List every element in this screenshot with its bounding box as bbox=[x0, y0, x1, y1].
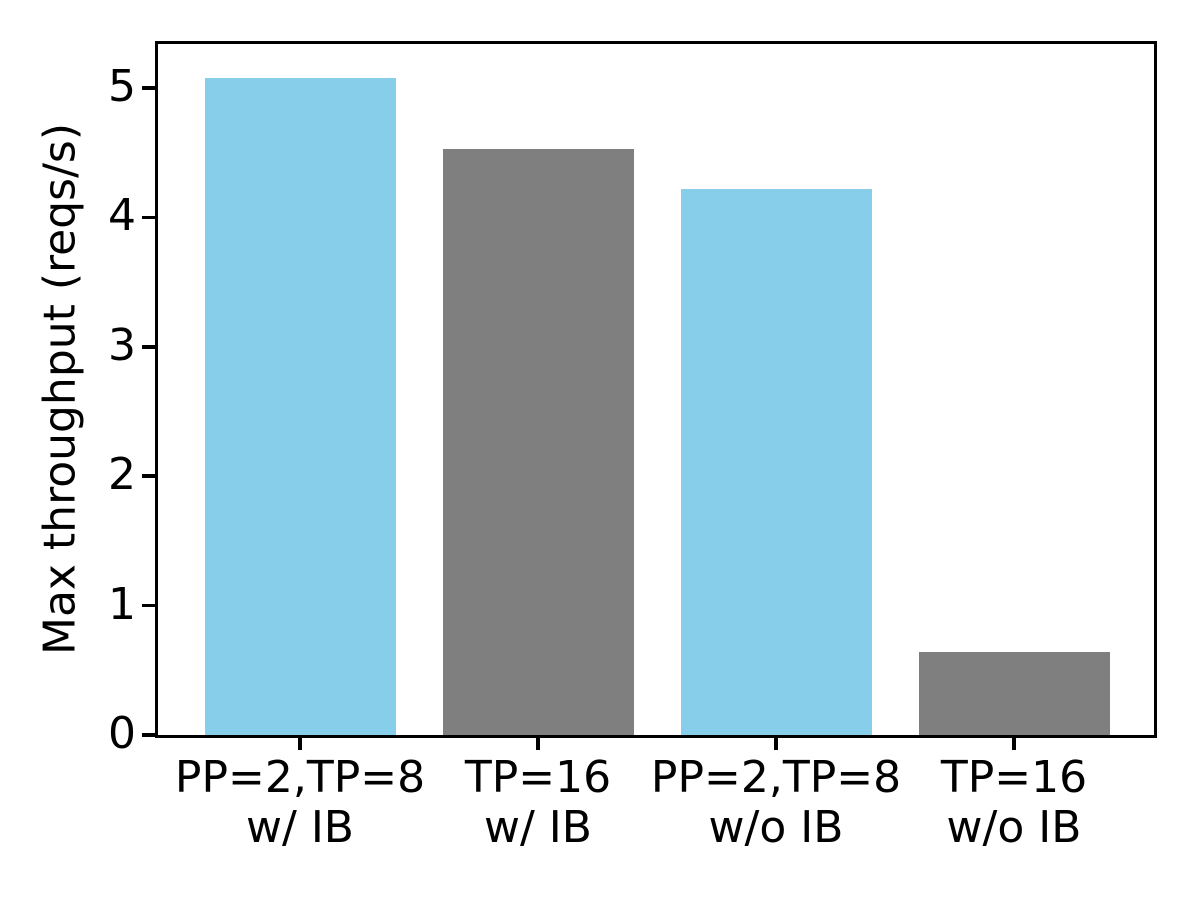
bar-2 bbox=[680, 188, 872, 735]
x-tick-label-line: w/ IB bbox=[246, 802, 354, 853]
y-tick-label: 2 bbox=[108, 449, 136, 501]
bar-3 bbox=[918, 652, 1110, 735]
x-tick-label-line: PP=2,TP=8 bbox=[650, 752, 902, 803]
x-tick-label: PP=2,TP=8 w/ IB bbox=[175, 753, 425, 853]
x-tick-label: TP=16 w/o IB bbox=[941, 753, 1087, 853]
bar-0 bbox=[204, 77, 396, 735]
y-tick-mark bbox=[142, 474, 157, 478]
y-tick-mark bbox=[142, 603, 157, 608]
x-tick-label-line: TP=16 bbox=[940, 752, 1088, 803]
y-tick-label: 4 bbox=[108, 190, 136, 242]
y-tick-mark bbox=[142, 733, 157, 737]
y-tick-label: 1 bbox=[108, 578, 136, 630]
x-tick-label: TP=16 w/ IB bbox=[465, 753, 611, 853]
x-tick-label: PP=2,TP=8 w/o IB bbox=[651, 753, 901, 853]
x-tick-label-line: w/ IB bbox=[484, 802, 592, 853]
x-tick-mark bbox=[536, 736, 540, 750]
x-tick-mark bbox=[1012, 736, 1016, 750]
y-tick-label: 3 bbox=[108, 319, 136, 371]
bar-1 bbox=[442, 148, 634, 735]
x-tick-label-line: TP=16 bbox=[464, 752, 612, 803]
x-tick-label-line: w/o IB bbox=[708, 802, 844, 853]
y-tick-label: 5 bbox=[108, 61, 136, 113]
x-tick-label-line: w/o IB bbox=[946, 802, 1082, 853]
x-tick-label-line: PP=2,TP=8 bbox=[174, 752, 426, 803]
y-tick-label: 0 bbox=[108, 708, 136, 760]
y-tick-mark bbox=[142, 345, 157, 349]
y-tick-mark bbox=[142, 215, 157, 220]
x-tick-mark bbox=[298, 736, 302, 750]
x-tick-mark bbox=[774, 736, 778, 750]
y-tick-mark bbox=[142, 86, 157, 90]
